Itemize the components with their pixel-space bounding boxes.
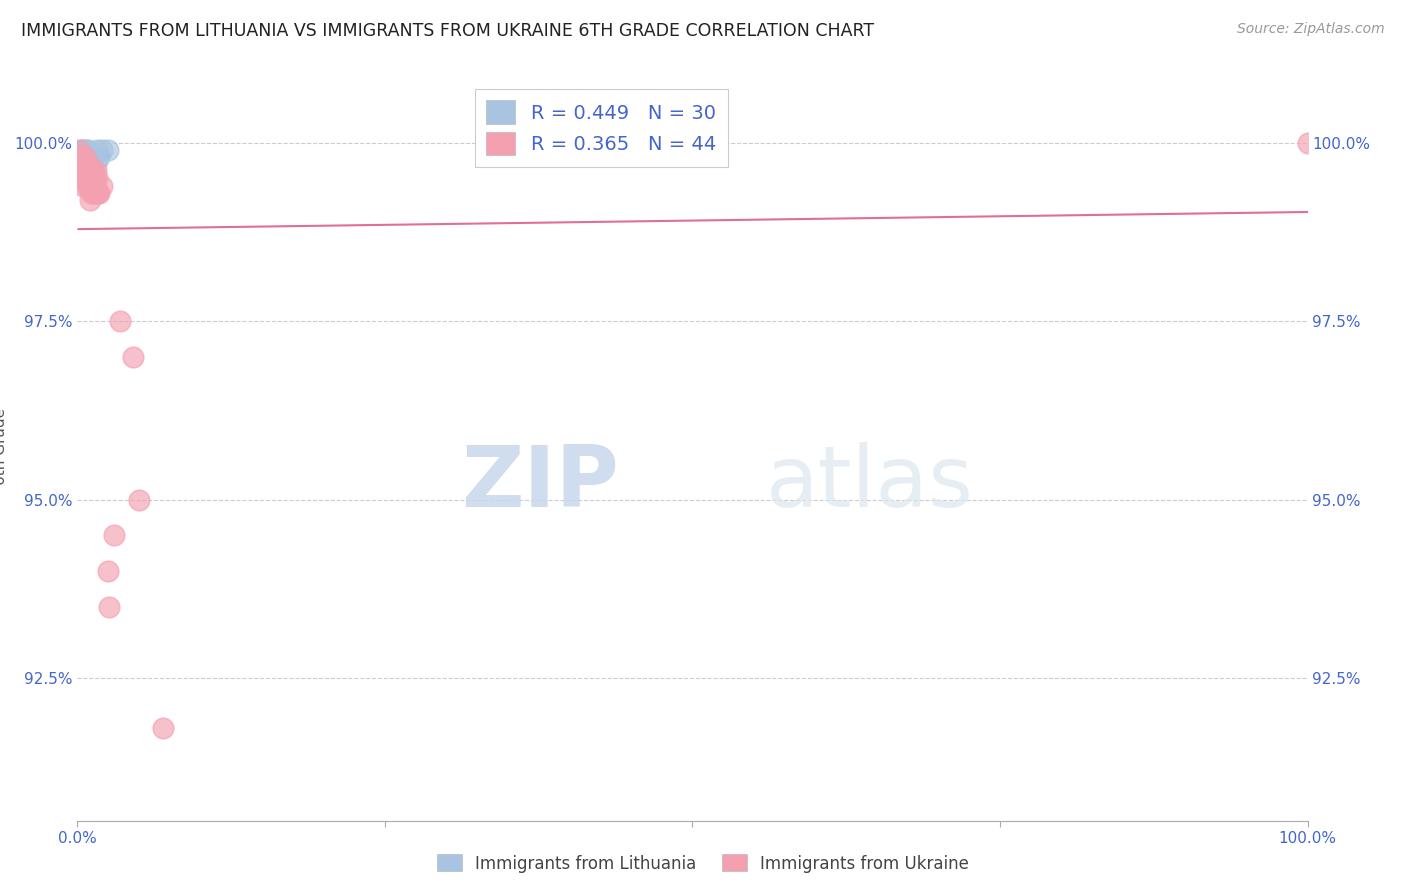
Point <box>82 186 104 200</box>
Point <box>80 157 103 171</box>
Point <box>70 164 93 178</box>
Point <box>79 178 101 193</box>
Y-axis label: 6th Grade: 6th Grade <box>0 408 7 484</box>
Text: atlas: atlas <box>766 442 974 525</box>
Point <box>89 186 111 200</box>
Point <box>89 150 111 164</box>
Text: IMMIGRANTS FROM LITHUANIA VS IMMIGRANTS FROM UKRAINE 6TH GRADE CORRELATION CHART: IMMIGRANTS FROM LITHUANIA VS IMMIGRANTS … <box>21 22 875 40</box>
Point <box>75 157 97 171</box>
Point <box>75 171 97 186</box>
Point <box>97 564 120 578</box>
Point <box>76 157 98 171</box>
Point <box>82 164 104 178</box>
Text: ZIP: ZIP <box>461 442 619 525</box>
Point <box>84 164 107 178</box>
Point <box>73 150 96 164</box>
Point <box>97 143 120 157</box>
Point <box>70 150 93 164</box>
Point <box>79 164 101 178</box>
Point <box>77 178 100 193</box>
Point <box>110 314 132 328</box>
Point <box>84 157 107 171</box>
Legend: Immigrants from Lithuania, Immigrants from Ukraine: Immigrants from Lithuania, Immigrants fr… <box>430 847 976 880</box>
Point <box>121 350 143 364</box>
Point <box>128 492 150 507</box>
Point <box>82 150 104 164</box>
Point <box>79 193 101 207</box>
Text: Source: ZipAtlas.com: Source: ZipAtlas.com <box>1237 22 1385 37</box>
Point <box>75 143 97 157</box>
Point <box>87 186 110 200</box>
Point <box>80 186 103 200</box>
Point <box>73 171 96 186</box>
Point <box>79 178 101 193</box>
Point <box>72 157 94 171</box>
Point <box>82 164 104 178</box>
Point <box>77 157 100 171</box>
Point <box>70 157 93 171</box>
Point <box>82 178 104 193</box>
Point <box>70 150 93 164</box>
Point <box>73 171 96 186</box>
Point <box>79 164 101 178</box>
Point <box>72 150 94 164</box>
Point <box>86 143 108 157</box>
Point <box>86 171 108 186</box>
Point <box>72 164 94 178</box>
Point <box>83 171 105 186</box>
Point <box>70 171 93 186</box>
Point <box>84 186 107 200</box>
Point <box>77 157 100 171</box>
Legend: R = 0.449   N = 30, R = 0.365   N = 44: R = 0.449 N = 30, R = 0.365 N = 44 <box>475 88 728 167</box>
Point <box>76 178 98 193</box>
Point <box>79 150 101 164</box>
Point <box>73 150 96 164</box>
Point <box>70 157 93 171</box>
Point <box>72 164 94 178</box>
Point <box>152 721 174 735</box>
Point <box>70 143 93 157</box>
Point <box>73 157 96 171</box>
Point <box>90 143 114 157</box>
Point <box>1296 136 1319 150</box>
Point <box>69 150 91 164</box>
Point <box>90 178 114 193</box>
Point <box>76 164 98 178</box>
Point <box>80 171 103 186</box>
Point <box>82 150 104 164</box>
Point <box>70 150 93 164</box>
Point <box>75 157 97 171</box>
Point <box>72 150 94 164</box>
Point <box>76 150 98 164</box>
Point <box>69 164 91 178</box>
Point <box>98 599 121 614</box>
Point <box>75 171 97 186</box>
Point <box>77 143 100 157</box>
Point <box>67 143 90 157</box>
Point <box>80 164 103 178</box>
Point <box>103 528 125 542</box>
Point <box>82 164 104 178</box>
Point <box>72 178 94 193</box>
Point <box>72 143 94 157</box>
Point <box>70 143 93 157</box>
